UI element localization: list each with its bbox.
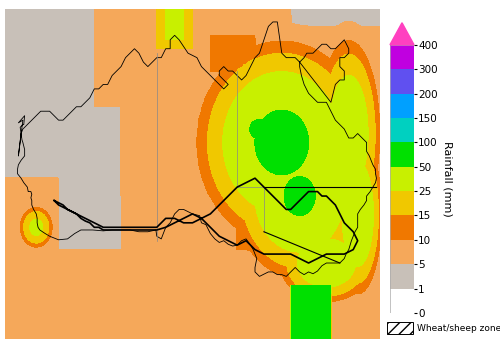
Bar (390, 45, 414, 69)
Bar (390, 289, 414, 313)
Bar (390, 240, 414, 264)
Bar (390, 94, 414, 118)
Polygon shape (390, 23, 414, 45)
Bar (390, 191, 414, 215)
Text: Rainfall (mm): Rainfall (mm) (443, 141, 453, 217)
Bar (390, 167, 414, 191)
Bar (390, 215, 414, 240)
Bar (390, 264, 414, 289)
Bar (390, 118, 414, 142)
Bar (388, 322, 412, 334)
Bar (390, 142, 414, 167)
Bar (390, 69, 414, 94)
Text: Wheat/sheep zone: Wheat/sheep zone (417, 324, 500, 333)
